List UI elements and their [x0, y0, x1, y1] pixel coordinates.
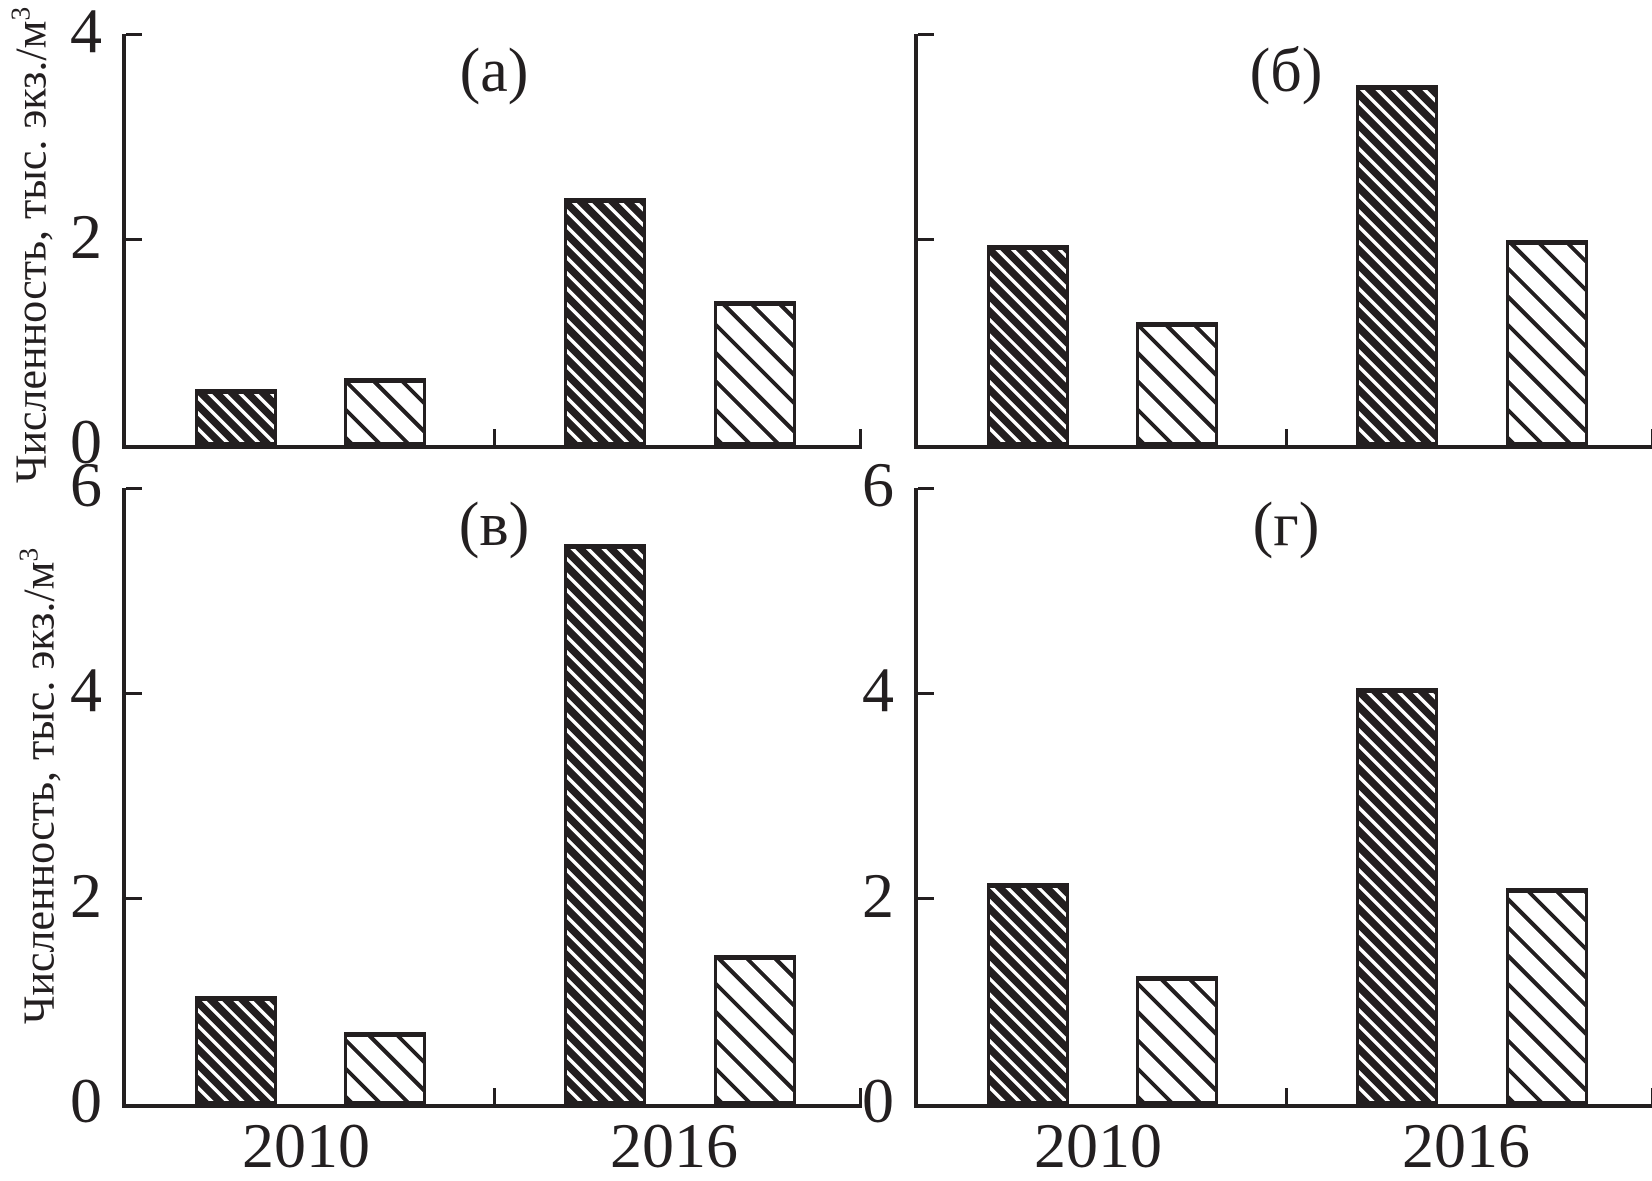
x-axis-tick-mid: [492, 1088, 496, 1104]
y-tick-label: 6: [862, 449, 894, 520]
plot-area-panel-bottom-left: (в): [122, 486, 862, 1108]
bar-2016-light-hatch: [1506, 888, 1588, 1104]
y-axis-tick: [126, 238, 142, 241]
panel-label-bottom-left: (в): [458, 491, 530, 559]
y-axis-tick: [126, 897, 142, 901]
y-tick-label: 0: [70, 1065, 102, 1136]
plot-area-panel-top-left: (а): [122, 32, 862, 449]
y-axis-tick: [918, 486, 934, 490]
y-axis-label-superscript: 3: [13, 547, 44, 562]
bar-2010-light-hatch: [1136, 321, 1218, 445]
y-axis-label-bottom: Численность, тыс. экз./м3: [5, 548, 64, 1024]
bar-2016-dense-hatch: [1356, 85, 1438, 445]
plot-area-panel-bottom-right: (г): [914, 486, 1652, 1108]
y-axis-tick: [126, 32, 142, 36]
y-tick-label: 2: [862, 859, 894, 931]
panel-label-top-left: (а): [459, 37, 529, 105]
y-axis-tick: [126, 691, 142, 695]
y-tick-label: 4: [70, 654, 102, 726]
bar-2016-light-hatch: [714, 301, 796, 445]
x-tick-label-year: 2010: [1034, 1110, 1162, 1181]
x-axis-tick-mid: [1284, 429, 1288, 445]
x-axis-tick-end: [859, 1088, 862, 1104]
bar-2016-dense-hatch: [564, 544, 646, 1104]
y-axis-tick: [918, 691, 934, 695]
bar-2010-light-hatch: [1136, 975, 1218, 1104]
bar-2010-dense-hatch: [987, 244, 1069, 445]
x-axis-tick-mid: [492, 429, 496, 445]
bar-2016-dense-hatch: [1356, 688, 1438, 1104]
x-axis-tick-mid: [1284, 1088, 1288, 1104]
bar-2010-light-hatch: [344, 1032, 426, 1104]
bar-2010-dense-hatch: [987, 883, 1069, 1104]
y-tick-label: 2: [70, 859, 102, 931]
x-tick-label-year: 2016: [1402, 1110, 1530, 1181]
y-axis-label-text: Численность, тыс. экз./м: [14, 561, 64, 1025]
y-axis-tick: [918, 238, 934, 241]
bar-2010-dense-hatch: [195, 996, 277, 1104]
bar-2010-dense-hatch: [195, 388, 277, 445]
bar-2016-light-hatch: [1506, 239, 1588, 445]
bar-2010-light-hatch: [344, 378, 426, 445]
y-axis-tick: [918, 32, 934, 36]
bar-2016-light-hatch: [714, 955, 796, 1104]
y-tick-label: 4: [70, 0, 102, 66]
x-axis-tick-end: [859, 429, 862, 445]
y-tick-label: 4: [862, 654, 894, 726]
x-tick-label-year: 2016: [610, 1110, 738, 1181]
y-tick-label: 0: [70, 406, 102, 477]
y-axis-tick: [918, 897, 934, 901]
x-tick-label-year: 2010: [242, 1110, 370, 1181]
y-tick-label: 2: [70, 200, 102, 272]
y-tick-label: 6: [70, 449, 102, 520]
plot-area-panel-top-right: (б): [914, 32, 1652, 449]
panel-label-bottom-right: (г): [1252, 491, 1320, 559]
y-tick-label: 0: [862, 1065, 894, 1136]
y-axis-tick: [126, 486, 142, 490]
panel-label-top-right: (б): [1249, 37, 1323, 105]
bar-2016-dense-hatch: [564, 198, 646, 445]
